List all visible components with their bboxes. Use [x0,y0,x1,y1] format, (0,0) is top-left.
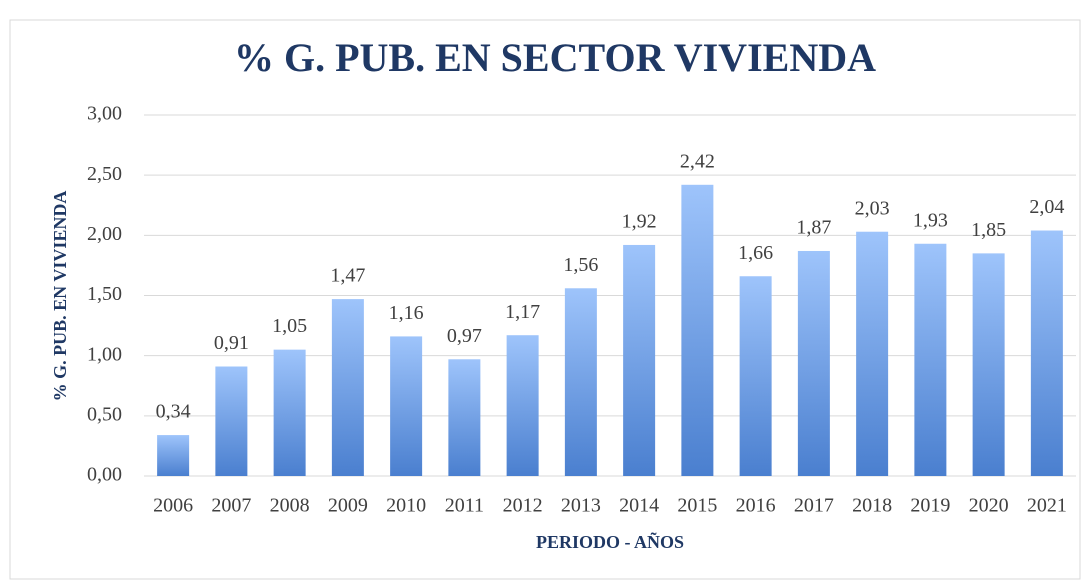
y-tick-label: 0,00 [87,464,122,486]
data-label: 0,97 [447,325,482,347]
x-tick-label: 2018 [852,495,892,517]
y-tick-label: 0,50 [87,403,122,425]
bar [215,366,248,476]
x-tick-label: 2006 [153,495,193,517]
data-label: 1,05 [272,315,307,337]
data-label: 1,93 [913,209,948,231]
x-tick-label: 2014 [619,495,659,517]
y-tick-label: 1,50 [87,283,122,305]
bar [1030,230,1063,476]
x-tick-label: 2013 [561,495,601,517]
x-tick-label: 2009 [328,495,368,517]
y-axis-title: % G. PUB. EN VIVIENDA [50,191,70,402]
bar [623,244,656,476]
x-tick-label: 2019 [910,495,950,517]
data-label: 2,04 [1029,196,1064,218]
data-label: 1,56 [563,254,598,276]
data-label: 2,42 [680,150,715,172]
bar [448,359,481,476]
bar [273,349,306,476]
data-label: 0,34 [156,401,191,423]
data-label: 1,92 [622,211,657,233]
data-label: 1,85 [971,219,1006,241]
x-tick-label: 2011 [445,495,484,517]
x-tick-label: 2021 [1027,495,1067,517]
chart-frame [9,19,1081,580]
y-tick-label: 3,00 [87,103,122,125]
data-label: 1,66 [738,242,773,264]
x-axis-title: PERIODO - AÑOS [536,531,684,552]
bar [914,243,947,476]
data-label: 1,87 [796,217,831,239]
y-tick-label: 2,50 [87,163,122,185]
x-tick-label: 2015 [677,495,717,517]
bar [972,253,1005,476]
x-tick-label: 2007 [211,495,251,517]
x-tick-label: 2020 [969,495,1009,517]
bar [331,299,364,476]
x-tick-label: 2016 [736,495,776,517]
x-tick-label: 2017 [794,495,834,517]
y-tick-label: 2,00 [87,223,122,245]
bar [390,336,423,476]
chart-title: % G. PUB. EN SECTOR VIVIENDA [234,35,876,80]
data-label: 2,03 [855,197,890,219]
bar [797,250,830,476]
data-label: 1,17 [505,301,540,323]
bar [564,288,597,476]
data-label: 0,91 [214,332,249,354]
data-label: 1,16 [389,302,424,324]
x-tick-label: 2012 [503,495,543,517]
data-label: 1,47 [330,265,365,287]
y-tick-label: 1,00 [87,343,122,365]
bar [157,435,190,476]
bar [739,276,772,476]
x-tick-label: 2010 [386,495,426,517]
x-tick-label: 2008 [270,495,310,517]
bar [506,335,539,476]
bar [681,184,714,476]
bar [856,231,889,476]
